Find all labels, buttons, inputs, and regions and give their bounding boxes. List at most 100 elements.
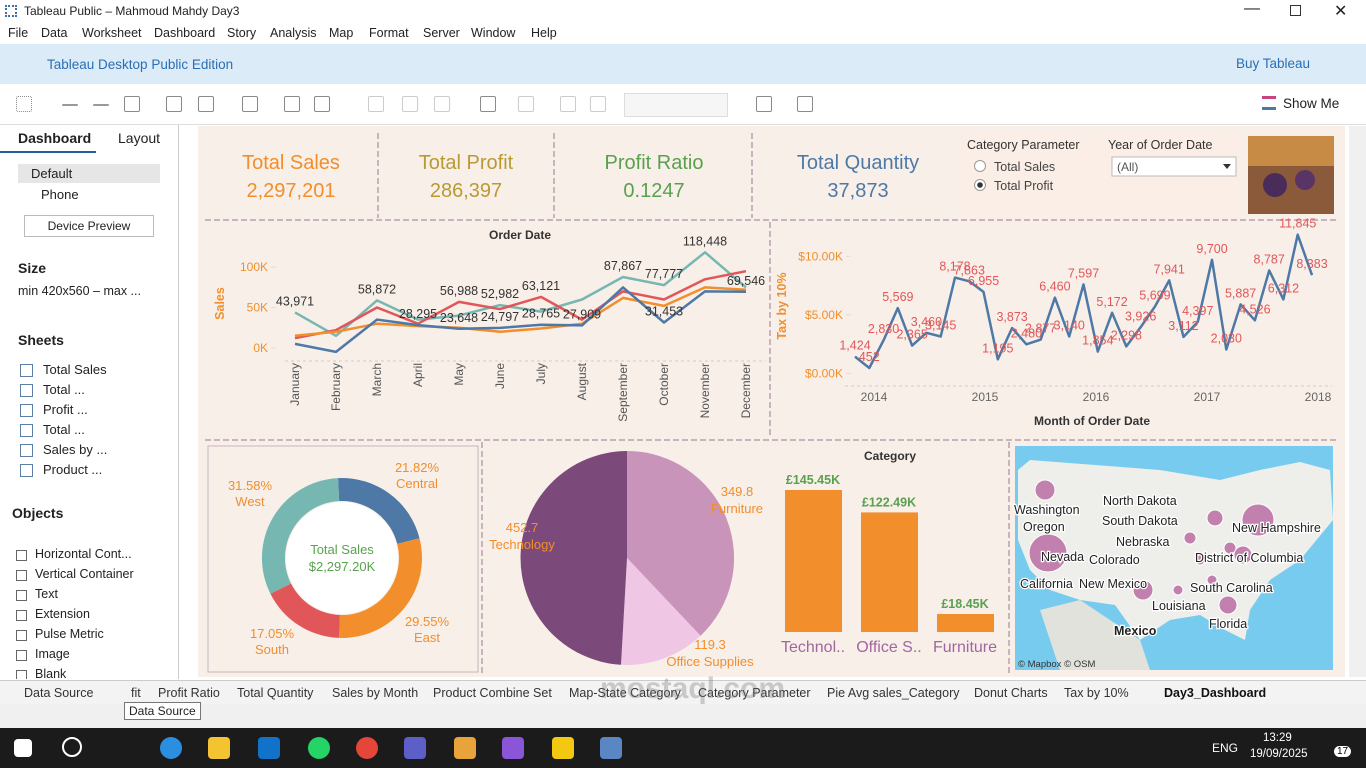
powerbi-icon[interactable] bbox=[552, 737, 574, 759]
toolbar-icon[interactable] bbox=[314, 96, 330, 112]
menu-bar: File Data Worksheet Dashboard Story Analysis M… bbox=[0, 22, 1366, 44]
toolbar-icon[interactable] bbox=[590, 96, 606, 112]
app-icon bbox=[5, 5, 17, 17]
sheet-tab[interactable]: Category Parameter bbox=[698, 686, 811, 700]
menu-item[interactable]: File bbox=[8, 26, 29, 40]
sheet-icon bbox=[20, 424, 33, 437]
object-icon bbox=[16, 670, 27, 679]
menu-item[interactable]: Story bbox=[227, 26, 257, 40]
toolbar-icon[interactable] bbox=[756, 96, 772, 112]
device-option[interactable]: Phone bbox=[41, 187, 79, 202]
toolbar-icon[interactable] bbox=[797, 96, 813, 112]
toolbar-icon[interactable] bbox=[434, 96, 450, 112]
scrollbar[interactable] bbox=[1349, 126, 1366, 677]
object-item[interactable]: Pulse Metric bbox=[35, 627, 104, 641]
toolbar-icon[interactable] bbox=[402, 96, 418, 112]
toolbar-icon[interactable] bbox=[242, 96, 258, 112]
sheet-item[interactable]: Total ... bbox=[43, 422, 85, 437]
toolbar-icon[interactable] bbox=[368, 96, 384, 112]
outlook-icon[interactable] bbox=[258, 737, 280, 759]
sheet-tab[interactable]: Data Source bbox=[24, 686, 94, 700]
edge-icon[interactable] bbox=[160, 737, 182, 759]
object-item[interactable]: Text bbox=[35, 587, 58, 601]
menu-item[interactable]: Server bbox=[423, 26, 460, 40]
object-item[interactable]: Extension bbox=[35, 607, 90, 621]
object-icon bbox=[16, 630, 27, 641]
chrome-icon[interactable] bbox=[356, 737, 378, 759]
object-item[interactable]: Horizontal Cont... bbox=[35, 547, 132, 561]
sidebar-tab[interactable]: Layout bbox=[118, 130, 161, 146]
toolbar-icon[interactable] bbox=[16, 96, 32, 112]
start-button[interactable] bbox=[14, 739, 32, 757]
sheet-item[interactable]: Product ... bbox=[43, 462, 103, 477]
sheet-tab[interactable]: Donut Charts bbox=[974, 686, 1048, 700]
close[interactable]: ✕ bbox=[1334, 3, 1348, 20]
menu-item[interactable]: Worksheet bbox=[82, 26, 142, 40]
device-preview-button[interactable]: Device Preview bbox=[24, 215, 154, 237]
toolbar-icon[interactable] bbox=[560, 96, 576, 112]
search-button[interactable] bbox=[62, 737, 82, 757]
toolbar-icon[interactable] bbox=[93, 104, 109, 106]
menu-item[interactable]: Window bbox=[471, 26, 516, 40]
tableau-icon[interactable] bbox=[600, 737, 622, 759]
menu-item[interactable]: Format bbox=[369, 26, 409, 40]
sheet-tab[interactable]: fit bbox=[131, 686, 141, 700]
toolbar-icon[interactable] bbox=[284, 96, 300, 112]
sheet-tab[interactable]: Tax by 10% bbox=[1064, 686, 1129, 700]
toolbar-icon[interactable] bbox=[198, 96, 214, 112]
menu-item[interactable]: Analysis bbox=[270, 26, 317, 40]
menu-item[interactable]: Map bbox=[329, 26, 354, 40]
clock-date[interactable]: 19/09/2025 bbox=[1250, 748, 1308, 760]
teams-icon[interactable] bbox=[404, 737, 426, 759]
show-me[interactable]: Show Me bbox=[1283, 96, 1340, 111]
title-bar: Tableau Public – Mahmoud Mahdy Day3 — ✕ bbox=[0, 0, 1366, 22]
sheet-tab[interactable]: Map-State Category bbox=[569, 686, 681, 700]
dashboard-background bbox=[198, 126, 1345, 677]
edition-label: Tableau Desktop Public Edition bbox=[47, 57, 234, 72]
window-title: Tableau Public – Mahmoud Mahdy Day3 bbox=[24, 4, 240, 18]
menu-item[interactable]: Data bbox=[41, 26, 68, 40]
minimize[interactable]: — bbox=[1244, 0, 1260, 17]
section-title: Objects bbox=[12, 505, 64, 521]
language[interactable]: ENG bbox=[1212, 741, 1239, 755]
toolbar-icon[interactable] bbox=[124, 96, 140, 112]
menu-item[interactable]: Help bbox=[531, 26, 557, 40]
fit-dropdown[interactable] bbox=[624, 93, 728, 117]
explorer-icon[interactable] bbox=[208, 737, 230, 759]
buy-link[interactable]: Buy Tableau bbox=[1236, 56, 1311, 71]
whatsapp-icon[interactable] bbox=[308, 737, 330, 759]
vs-icon[interactable] bbox=[502, 737, 524, 759]
object-item[interactable]: Blank bbox=[35, 667, 67, 679]
app-icon[interactable] bbox=[454, 737, 476, 759]
sheet-tab[interactable]: Total Quantity bbox=[237, 686, 314, 700]
object-icon bbox=[16, 550, 27, 561]
sheet-tab[interactable]: Product Combine Set bbox=[433, 686, 552, 700]
toolbar: Show Me bbox=[0, 84, 1366, 125]
object-item[interactable]: Image bbox=[35, 647, 70, 661]
object-icon bbox=[16, 610, 27, 621]
sidebar-tab[interactable]: Dashboard bbox=[18, 130, 92, 146]
sheet-item[interactable]: Sales by ... bbox=[43, 442, 108, 457]
toolbar-icon[interactable] bbox=[518, 96, 534, 112]
object-icon bbox=[16, 650, 27, 661]
sheet-tab[interactable]: Pie Avg sales_Category bbox=[827, 686, 960, 700]
sheet-item[interactable]: Total ... bbox=[43, 382, 85, 397]
sheet-tab[interactable]: Sales by Month bbox=[332, 686, 419, 700]
clock-time[interactable]: 13:29 bbox=[1263, 732, 1292, 744]
object-item[interactable]: Vertical Container bbox=[35, 567, 134, 581]
size-value[interactable]: min 420x560 – max ... bbox=[18, 284, 141, 298]
device-option[interactable]: Default bbox=[31, 166, 73, 181]
menu-item[interactable]: Dashboard bbox=[154, 26, 216, 40]
sheet-tab[interactable]: Profit Ratio bbox=[158, 686, 220, 700]
show-me-icon[interactable] bbox=[1262, 96, 1276, 110]
sheet-item[interactable]: Profit ... bbox=[43, 402, 88, 417]
toolbar-icon[interactable] bbox=[62, 104, 78, 106]
section-title: Sheets bbox=[18, 332, 64, 348]
sheet-item[interactable]: Total Sales bbox=[43, 362, 107, 377]
toolbar-icon[interactable] bbox=[166, 96, 182, 112]
maximize[interactable] bbox=[1290, 5, 1301, 16]
toolbar-icon[interactable] bbox=[480, 96, 496, 112]
sheet-tab[interactable]: Day3_Dashboard bbox=[1164, 686, 1267, 700]
notification-badge[interactable]: 17 bbox=[1334, 746, 1352, 757]
